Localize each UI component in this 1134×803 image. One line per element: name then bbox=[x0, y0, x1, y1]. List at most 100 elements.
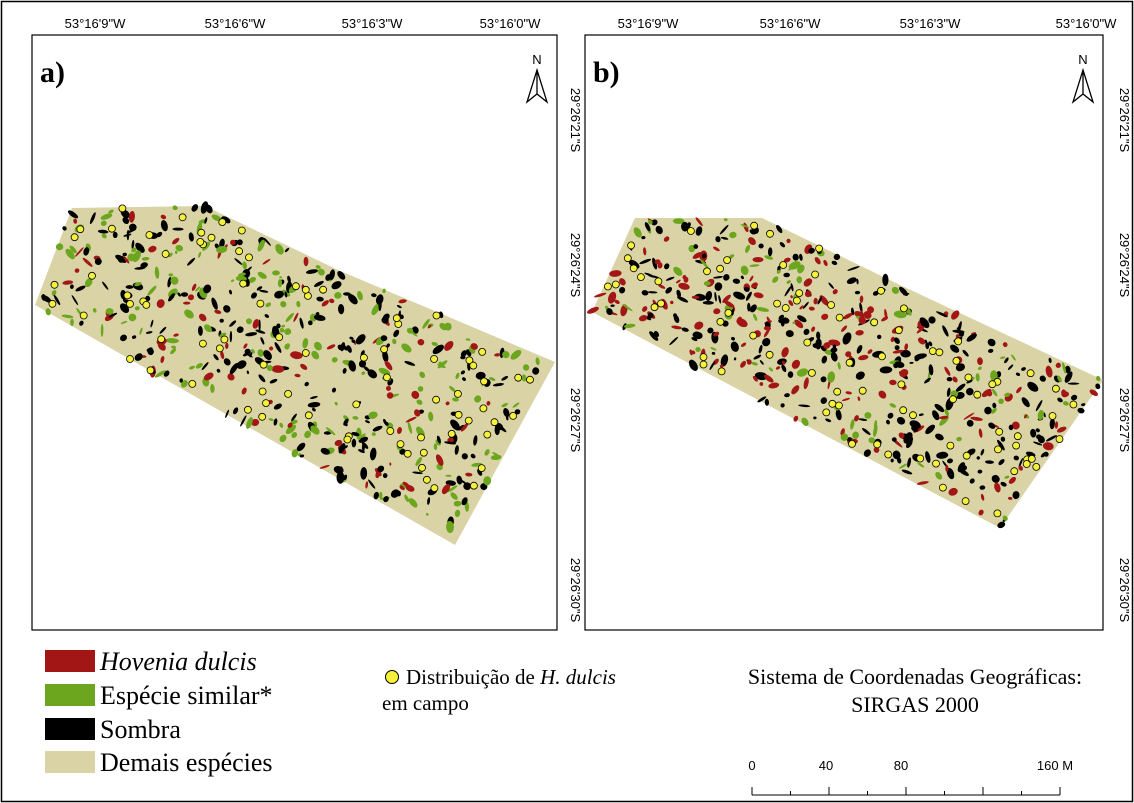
field-point bbox=[718, 368, 725, 375]
field-point bbox=[849, 440, 856, 447]
field-point bbox=[49, 300, 56, 307]
field-point bbox=[637, 274, 644, 281]
field-point bbox=[484, 431, 491, 438]
field-point bbox=[127, 300, 134, 307]
field-point bbox=[655, 278, 662, 285]
field-point bbox=[108, 225, 115, 232]
field-point bbox=[246, 254, 253, 261]
field-point bbox=[1056, 436, 1063, 443]
field-point bbox=[387, 428, 394, 435]
field-point bbox=[782, 305, 789, 312]
field-point bbox=[433, 312, 440, 319]
field-point bbox=[198, 229, 205, 236]
y-coord-label: 29°26'27"S bbox=[1117, 388, 1132, 453]
field-point bbox=[285, 390, 292, 397]
field-point bbox=[418, 434, 425, 441]
legend-label: Distribuição de H. dulcis bbox=[406, 665, 616, 689]
field-point bbox=[433, 396, 440, 403]
class-patch bbox=[753, 257, 764, 262]
class-patch bbox=[387, 392, 394, 398]
field-point bbox=[947, 442, 954, 449]
field-point bbox=[793, 297, 800, 304]
field-point bbox=[725, 309, 732, 316]
field-point bbox=[989, 381, 996, 388]
field-point bbox=[963, 452, 970, 459]
field-point bbox=[419, 464, 426, 471]
field-point bbox=[480, 405, 487, 412]
field-point bbox=[917, 455, 924, 462]
coord-system: Sistema de Coordenadas Geográficas: bbox=[748, 664, 1082, 689]
field-point bbox=[767, 230, 774, 237]
legend-point bbox=[386, 671, 399, 684]
field-point bbox=[455, 411, 462, 418]
field-point bbox=[146, 232, 153, 239]
y-coord-label: 29°26'21"S bbox=[1117, 88, 1132, 153]
field-point bbox=[717, 318, 724, 325]
x-coord-label: 53°16'3"W bbox=[900, 16, 961, 31]
class-patch bbox=[947, 377, 953, 381]
x-coord-label: 53°16'0"W bbox=[480, 16, 541, 31]
field-point bbox=[1070, 401, 1077, 408]
field-point bbox=[127, 356, 134, 363]
field-point bbox=[260, 361, 267, 368]
field-point bbox=[895, 327, 902, 334]
field-point bbox=[929, 348, 936, 355]
field-point bbox=[420, 449, 427, 456]
field-point bbox=[305, 412, 312, 419]
field-point bbox=[431, 485, 438, 492]
field-point bbox=[630, 265, 637, 272]
field-point bbox=[179, 214, 186, 221]
field-point bbox=[393, 315, 400, 322]
field-point bbox=[208, 234, 215, 241]
field-point bbox=[962, 498, 969, 505]
field-point bbox=[874, 441, 881, 448]
field-point bbox=[965, 374, 972, 381]
scale-label: 40 bbox=[819, 758, 833, 773]
field-point bbox=[1049, 413, 1056, 420]
field-point bbox=[1027, 370, 1034, 377]
class-patch bbox=[882, 274, 888, 286]
scale-label: 160 M bbox=[1037, 758, 1073, 773]
legend-species: H. dulcis bbox=[539, 665, 616, 689]
field-point bbox=[953, 357, 960, 364]
legend-swatch bbox=[45, 650, 95, 672]
y-coord-label: 29°26'30"S bbox=[568, 558, 583, 623]
field-point bbox=[612, 281, 619, 288]
legend-swatch bbox=[45, 751, 95, 773]
legend-label: Demais espécies bbox=[100, 748, 273, 777]
field-point bbox=[479, 348, 486, 355]
field-point bbox=[724, 257, 731, 264]
field-point bbox=[71, 234, 78, 241]
field-point bbox=[236, 248, 243, 255]
field-point bbox=[263, 400, 270, 407]
field-point bbox=[515, 374, 522, 381]
field-point bbox=[381, 346, 388, 353]
field-point bbox=[816, 245, 823, 252]
field-point bbox=[353, 401, 360, 408]
field-point bbox=[143, 301, 150, 308]
field-point bbox=[780, 262, 787, 269]
field-point bbox=[846, 359, 853, 366]
legend-label: Espécie similar* bbox=[100, 681, 273, 710]
field-point bbox=[360, 354, 367, 361]
legend-label: Sombra bbox=[100, 715, 181, 744]
y-coord-label: 29°26'21"S bbox=[568, 88, 583, 153]
field-point bbox=[812, 271, 819, 278]
field-point bbox=[302, 286, 309, 293]
field-point bbox=[933, 460, 940, 467]
field-point bbox=[878, 287, 885, 294]
legend-label: em campo bbox=[382, 691, 469, 715]
x-coord-label: 53°16'6"W bbox=[205, 16, 266, 31]
field-point bbox=[219, 219, 226, 226]
class-patch bbox=[397, 491, 401, 497]
field-point bbox=[898, 381, 905, 388]
y-coord-label: 29°26'27"S bbox=[568, 388, 583, 453]
class-patch bbox=[337, 471, 345, 483]
field-point bbox=[885, 451, 892, 458]
field-point bbox=[244, 406, 251, 413]
field-point bbox=[774, 300, 781, 307]
map-panel: 53°16'9"W53°16'6"W53°16'3"W53°16'0"W29°2… bbox=[32, 16, 583, 630]
y-coord-label: 29°26'30"S bbox=[1117, 558, 1132, 623]
north-label: N bbox=[1078, 52, 1087, 67]
field-point bbox=[1052, 385, 1059, 392]
